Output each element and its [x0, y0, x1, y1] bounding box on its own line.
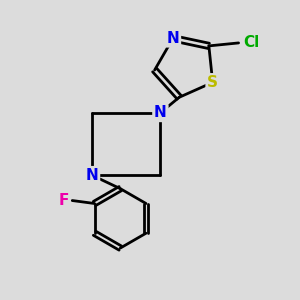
Text: N: N	[86, 168, 98, 183]
Text: N: N	[154, 105, 167, 120]
Text: Cl: Cl	[243, 35, 259, 50]
Text: S: S	[207, 75, 218, 90]
Text: F: F	[59, 193, 69, 208]
Text: N: N	[167, 31, 179, 46]
